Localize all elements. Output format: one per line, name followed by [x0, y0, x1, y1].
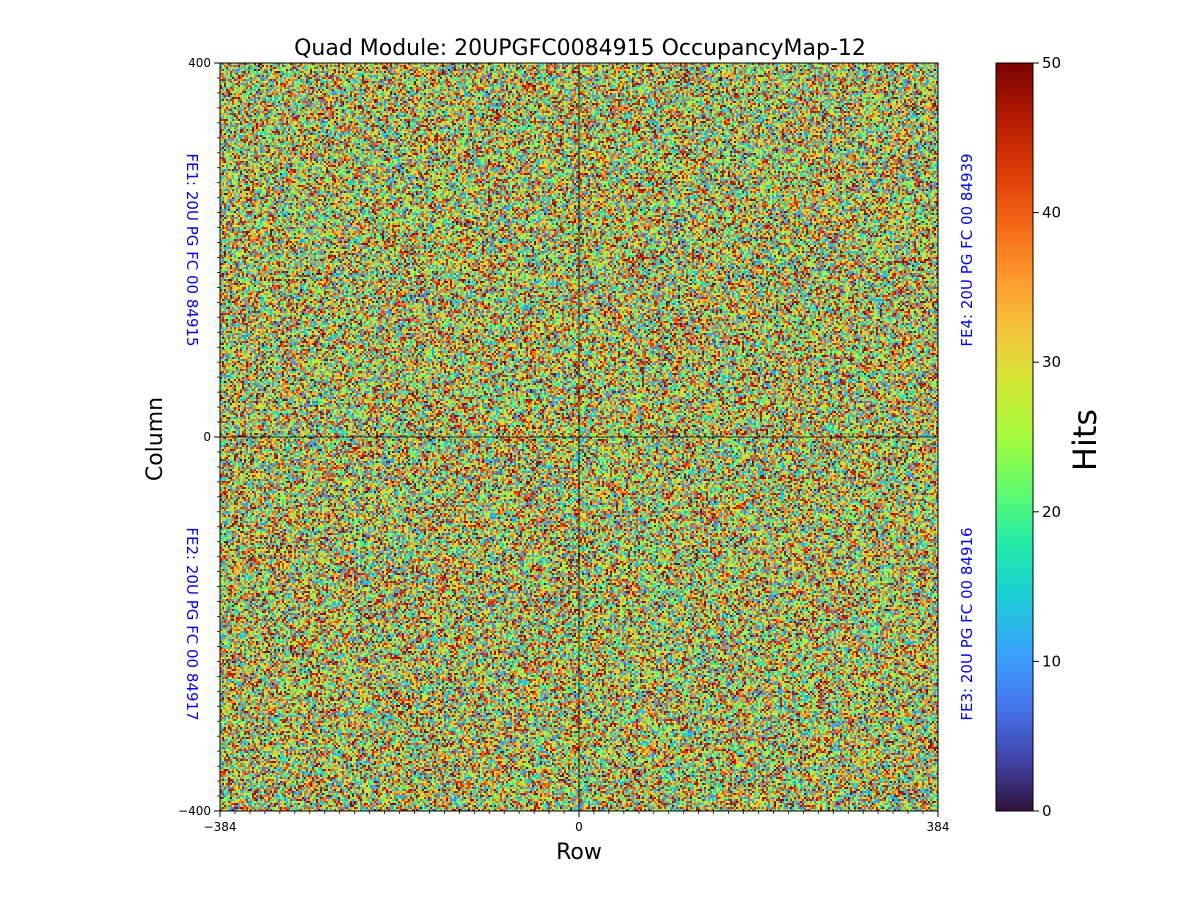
colorbar-tick-label: 10	[1042, 652, 1061, 670]
y-minor-ticks	[217, 62, 220, 812]
fe1-label: FE1: 20U PG FC 00 84915	[183, 153, 201, 346]
y-axis-title: Column	[143, 397, 168, 481]
fe2-label: FE2: 20U PG FC 00 84917	[183, 527, 201, 720]
colorbar	[995, 62, 1034, 812]
fe4-label: FE4: 20U PG FC 00 84939	[958, 153, 976, 346]
x-minor-ticks	[219, 811, 939, 814]
x-major-ticks: −384 0 384	[204, 811, 950, 834]
fe3-label: FE3: 20U PG FC 00 84916	[958, 527, 976, 720]
y-tick-label: 0	[203, 430, 211, 444]
colorbar-tick-label: 20	[1042, 503, 1061, 521]
colorbar-tick-label: 30	[1042, 353, 1061, 371]
y-major-ticks: −400 0 400	[178, 56, 220, 818]
colorbar-title: Hits	[1066, 409, 1104, 471]
colorbar-tick-label: 0	[1042, 802, 1052, 820]
y-tick-label: −400	[178, 804, 211, 818]
colorbar-tick-label: 50	[1042, 54, 1061, 72]
colorbar-tick-label: 40	[1042, 204, 1061, 222]
colorbar-ticks: 0 10 20 30 40 50	[1033, 54, 1061, 820]
x-tick-label: −384	[204, 820, 237, 834]
chart-title: Quad Module: 20UPGFC0084915 OccupancyMap…	[294, 36, 866, 61]
x-tick-label: 384	[927, 820, 950, 834]
y-tick-label: 400	[188, 56, 211, 70]
x-axis-title: Row	[556, 840, 602, 865]
x-tick-label: 0	[575, 820, 583, 834]
